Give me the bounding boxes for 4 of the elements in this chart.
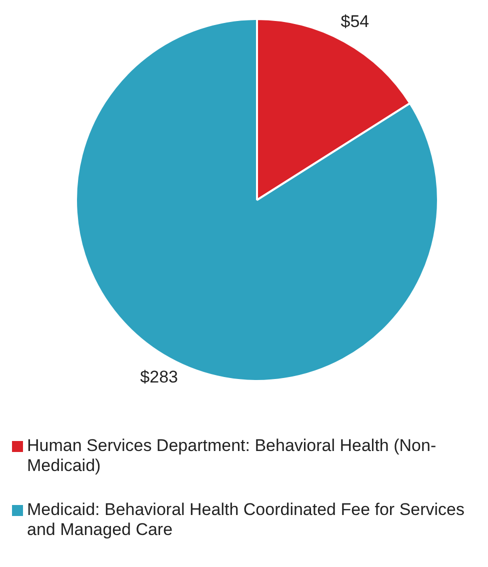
legend-label: Medicaid: Behavioral Health Coordinated Fee for Services and Managed Care <box>27 500 466 540</box>
legend-label: Human Services Department: Behavioral Health (Non-Medicaid) <box>27 436 438 476</box>
data-label: $54 <box>340 12 370 31</box>
data-label: $283 <box>140 368 178 387</box>
